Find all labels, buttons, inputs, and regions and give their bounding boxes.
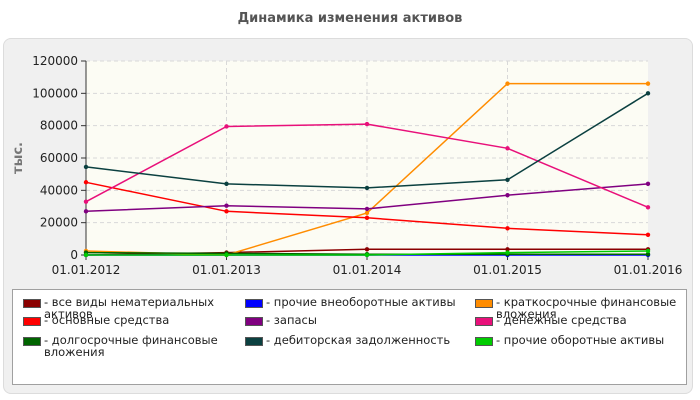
series-point	[83, 209, 89, 214]
x-tick-label: 01.01.2016	[614, 263, 683, 277]
series-point	[505, 226, 510, 231]
y-tick-label: 40000	[40, 183, 78, 197]
y-axis-label: тыс.	[11, 142, 26, 174]
legend-item: - прочие внеоборотные активы	[245, 296, 470, 308]
series-point	[224, 124, 229, 129]
legend-swatch	[475, 317, 493, 326]
series-point	[505, 250, 510, 255]
legend-label: - денежные средства	[496, 313, 627, 327]
legend-item: - запасы	[245, 314, 470, 326]
series-point	[645, 81, 651, 86]
legend-label: - прочие внеоборотные активы	[266, 295, 456, 309]
series-point	[645, 248, 651, 254]
series-point	[364, 247, 370, 252]
series-point	[364, 252, 370, 258]
legend-item: - основные средства	[23, 314, 243, 326]
legend-label: - основные средства	[44, 313, 170, 327]
x-tick-label: 01.01.2014	[333, 263, 402, 277]
y-tick-label: 100000	[32, 86, 78, 100]
series-point	[645, 205, 651, 210]
legend-swatch	[23, 299, 41, 308]
series-point	[505, 177, 510, 183]
legend-swatch	[245, 337, 263, 346]
legend-label: - краткосрочные финансовые вложения	[496, 295, 677, 321]
legend-label: - прочие оборотные активы	[496, 333, 665, 347]
chart-legend: - все виды нематериальных активов - прочи…	[12, 289, 687, 385]
legend-item: - денежные средства	[475, 314, 680, 326]
series-point	[505, 146, 510, 151]
legend-item: - прочие оборотные активы	[475, 334, 680, 346]
series-point	[505, 192, 510, 198]
y-tick-label: 0	[70, 248, 78, 262]
series-point	[83, 164, 89, 170]
series-point	[224, 203, 229, 208]
series-point	[224, 209, 229, 214]
chart-title: Динамика изменения активов	[237, 11, 463, 26]
series-point	[505, 247, 510, 252]
legend-item: - краткосрочные финансовые вложения	[475, 296, 680, 320]
legend-label: - дебиторская задолженность	[266, 333, 451, 347]
legend-swatch	[245, 299, 263, 308]
series-point	[364, 206, 370, 212]
series-point	[364, 215, 370, 221]
y-tick-label: 80000	[40, 119, 78, 133]
legend-item: - дебиторская задолженность	[245, 334, 470, 346]
series-point	[224, 181, 229, 187]
legend-label: - запасы	[266, 313, 317, 327]
legend-swatch	[475, 299, 493, 308]
series-point	[364, 185, 370, 191]
y-tick-label: 20000	[40, 216, 78, 230]
legend-label: - все виды нематериальных активов	[44, 295, 215, 321]
legend-item: - долгосрочные финансовые вложения	[23, 334, 243, 358]
y-tick-label: 120000	[32, 54, 78, 68]
series-point	[83, 252, 89, 258]
series-point	[645, 91, 651, 96]
series-point	[224, 252, 229, 258]
series-point	[645, 251, 651, 257]
legend-swatch	[23, 317, 41, 326]
series-point	[364, 121, 370, 127]
x-tick-label: 01.01.2012	[52, 263, 121, 277]
legend-label: - долгосрочные финансовые вложения	[44, 333, 218, 359]
series-point	[645, 181, 651, 187]
legend-swatch	[23, 337, 41, 346]
legend-swatch	[245, 317, 263, 326]
series-point	[83, 180, 89, 185]
x-tick-label: 01.01.2015	[473, 263, 542, 277]
series-point	[505, 81, 510, 86]
legend-swatch	[475, 337, 493, 346]
legend-item: - все виды нематериальных активов	[23, 296, 243, 320]
x-tick-label: 01.01.2013	[192, 263, 261, 277]
y-tick-label: 60000	[40, 151, 78, 165]
series-point	[645, 232, 651, 237]
series-point	[83, 199, 89, 204]
series-point	[364, 210, 370, 216]
